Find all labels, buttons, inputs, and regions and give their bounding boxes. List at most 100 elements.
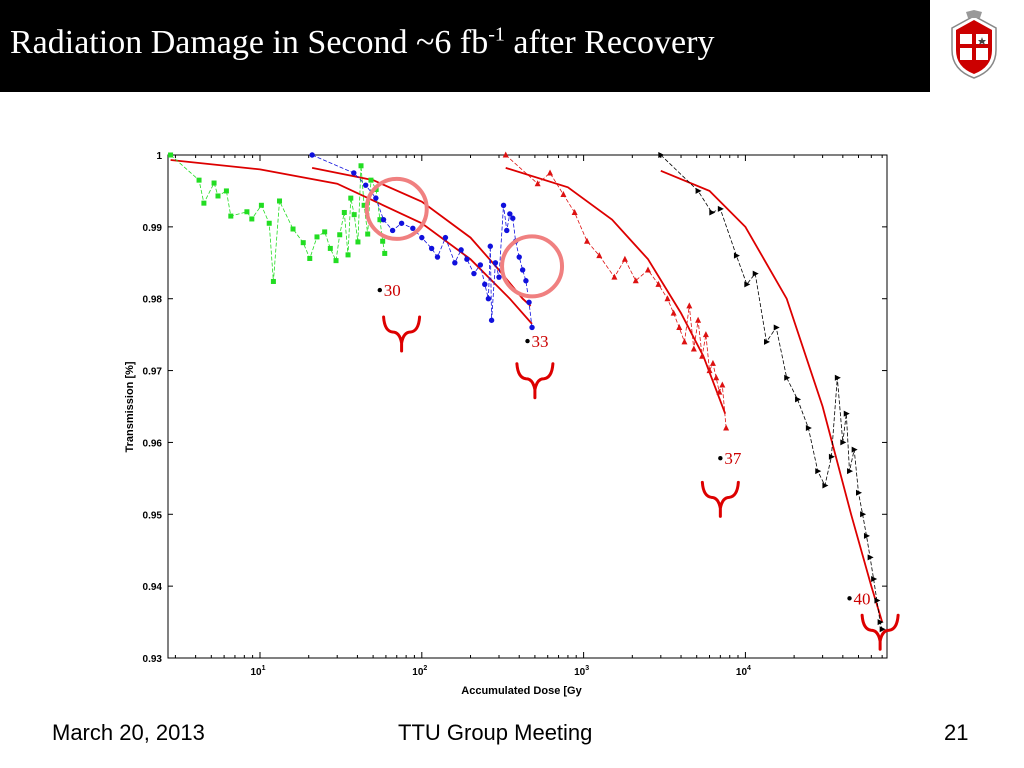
- x-tick-label: 101: [250, 665, 265, 678]
- x-tick-label: 104: [736, 665, 751, 678]
- data-point: [398, 220, 405, 226]
- data-point: [702, 331, 709, 338]
- x-axis-label: Accumulated Dose [Gy: [461, 685, 582, 697]
- plot-frame: [167, 154, 888, 659]
- data-point: [223, 188, 229, 194]
- data-point: [655, 280, 662, 287]
- title-bar: Radiation Damage in Second ~6 fb-1 after…: [0, 0, 930, 92]
- brace-mark: [700, 480, 740, 518]
- data-point: [713, 374, 720, 381]
- annotation-label: 37: [724, 449, 742, 468]
- data-point: [632, 277, 639, 284]
- y-tick-label: 0.97: [143, 367, 163, 378]
- title-main: Radiation Damage in Second ~6 fb: [10, 24, 489, 61]
- data-point: [879, 626, 886, 633]
- data-point: [502, 151, 509, 158]
- data-point: [815, 468, 822, 475]
- data-point: [488, 317, 495, 323]
- data-point: [244, 209, 250, 215]
- data-point: [534, 180, 541, 187]
- data-point: [867, 554, 874, 561]
- data-point: [258, 202, 264, 208]
- data-point: [314, 234, 320, 240]
- data-point: [686, 302, 693, 309]
- series-group: [658, 152, 886, 633]
- data-point: [362, 182, 369, 188]
- data-point: [584, 237, 591, 244]
- data-point: [658, 152, 665, 158]
- data-point: [716, 388, 723, 395]
- data-point: [348, 195, 354, 201]
- data-point: [828, 453, 835, 460]
- data-point: [874, 597, 881, 604]
- data-point: [351, 212, 357, 218]
- data-point: [695, 316, 702, 323]
- y-axis-label: Transmission [%]: [124, 361, 136, 452]
- series-line: [660, 154, 883, 630]
- data-point: [373, 195, 379, 201]
- fit-curves: [170, 159, 884, 623]
- data-point: [851, 446, 858, 453]
- highlight-circle: [500, 234, 565, 299]
- data-point: [389, 227, 396, 234]
- data-point: [380, 216, 387, 223]
- data-point: [365, 231, 371, 237]
- series-group: [309, 152, 535, 331]
- data-point: [442, 234, 449, 241]
- data-series: [168, 151, 886, 633]
- fit-curve: [660, 169, 884, 623]
- footer-page-number: 21: [944, 720, 969, 745]
- data-point: [795, 396, 802, 403]
- data-point: [709, 359, 716, 366]
- brace-mark: [515, 362, 555, 400]
- data-point: [485, 296, 492, 302]
- data-point: [516, 254, 522, 260]
- x-tick-label: 102: [412, 665, 427, 678]
- chart-axes-frame: 0.93 0.94 0.95 0.96 0.97 0.98 0.99 1 101 102 103 10…: [124, 151, 888, 697]
- data-point: [358, 163, 364, 169]
- data-point: [744, 281, 751, 288]
- data-point: [822, 482, 829, 489]
- data-point: [215, 193, 221, 199]
- data-point: [717, 205, 724, 212]
- data-point: [307, 255, 313, 261]
- data-point: [471, 270, 477, 277]
- data-point: [699, 352, 706, 359]
- data-point: [309, 152, 315, 158]
- brace-mark: [860, 613, 900, 651]
- data-point: [733, 252, 740, 259]
- data-point: [452, 260, 458, 266]
- data-point: [361, 202, 367, 208]
- data-point: [300, 240, 306, 246]
- data-point: [168, 152, 174, 158]
- data-point: [560, 191, 567, 198]
- data-point: [196, 177, 202, 183]
- y-tick-label: 0.94: [143, 582, 163, 593]
- data-point: [805, 425, 812, 432]
- y-tick-label: 0.93: [143, 654, 163, 665]
- data-point: [860, 511, 867, 518]
- data-point: [752, 270, 759, 277]
- data-point: [492, 260, 499, 266]
- data-point: [529, 324, 535, 331]
- data-point: [526, 299, 532, 306]
- data-point: [327, 245, 333, 251]
- data-point: [507, 211, 513, 217]
- data-point: [410, 225, 416, 231]
- title-superscript: -1: [488, 23, 505, 46]
- data-point: [877, 619, 884, 626]
- data-point: [840, 439, 847, 446]
- data-point: [871, 575, 878, 582]
- data-point: [834, 374, 841, 381]
- data-point: [709, 209, 716, 216]
- data-point: [464, 256, 470, 262]
- annotation-label: 33: [532, 332, 549, 351]
- university-seal-logo: [951, 10, 997, 79]
- data-point: [496, 274, 502, 280]
- data-point: [843, 410, 850, 417]
- series-line: [505, 154, 727, 429]
- y-tick-label: 1: [156, 151, 162, 162]
- data-point: [676, 323, 683, 330]
- series-group: [502, 151, 730, 431]
- data-point: [277, 198, 283, 204]
